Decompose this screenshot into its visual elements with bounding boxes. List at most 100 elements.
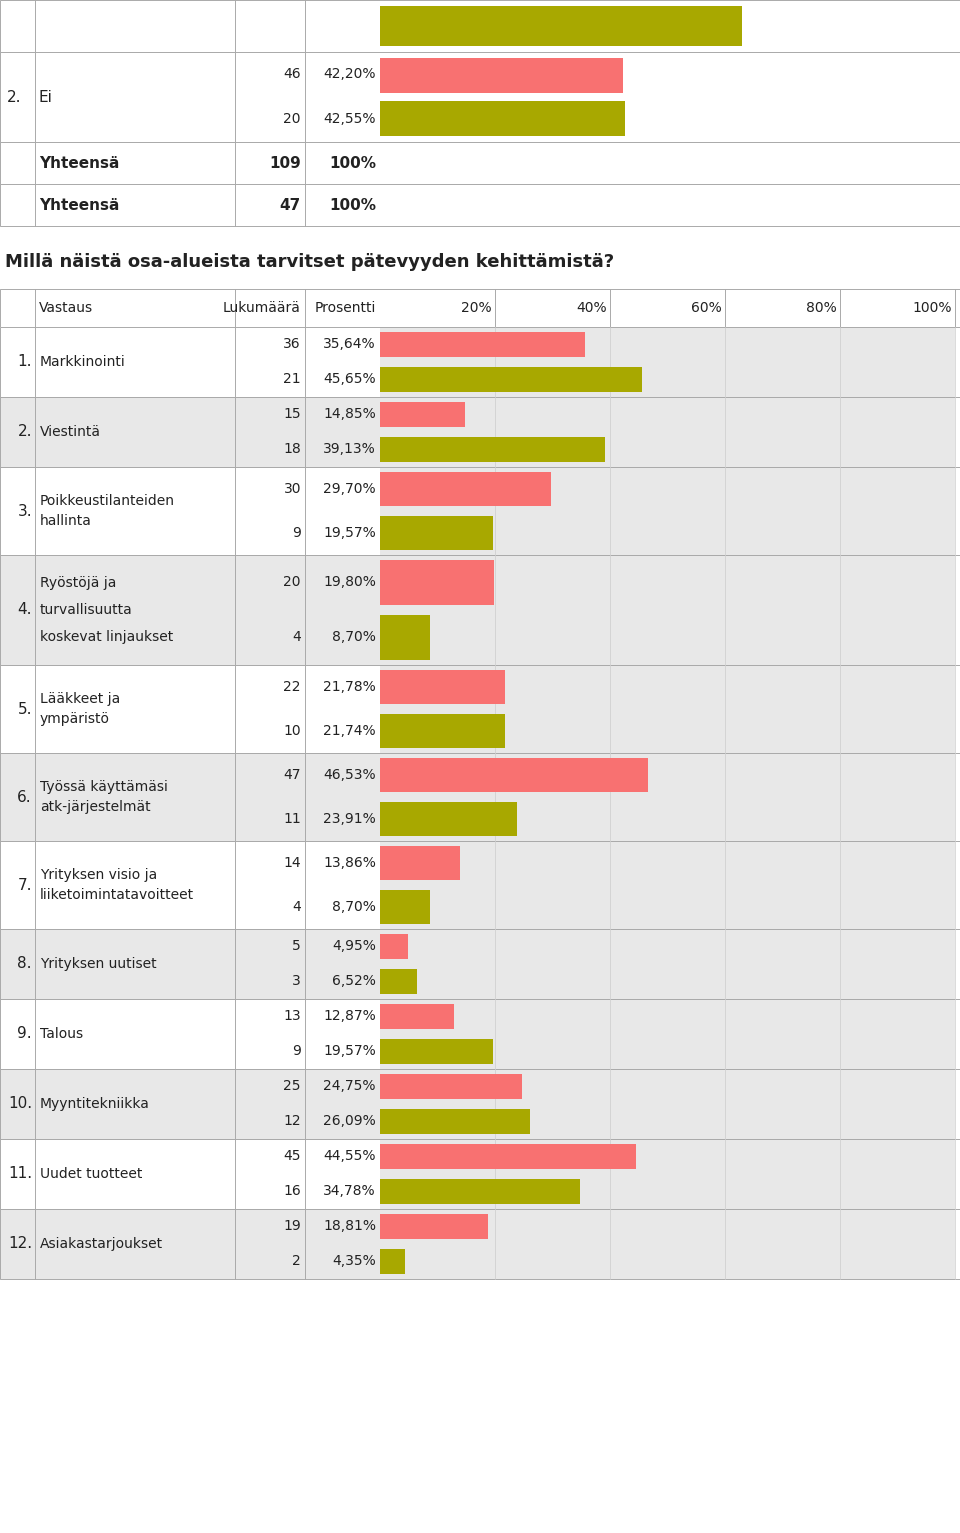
Text: 30: 30 [283, 481, 301, 497]
Text: 8,70%: 8,70% [332, 630, 376, 644]
Bar [380, 1075, 522, 1099]
Text: 1.: 1. [17, 354, 32, 369]
Text: 13: 13 [283, 1009, 301, 1023]
Text: 21: 21 [283, 373, 301, 386]
Bar [0, 929, 960, 1000]
Bar [380, 615, 430, 661]
Text: 45,65%: 45,65% [324, 373, 376, 386]
Bar [0, 1210, 380, 1279]
Text: 20: 20 [283, 575, 301, 589]
Bar [0, 143, 960, 184]
Text: 16: 16 [283, 1183, 301, 1197]
Text: 100%: 100% [913, 300, 952, 314]
Bar [0, 0, 960, 52]
Text: 11.: 11. [8, 1167, 32, 1182]
Bar [0, 1000, 960, 1069]
Text: 8.: 8. [17, 957, 32, 972]
Text: 12.: 12. [8, 1237, 32, 1251]
Bar [0, 52, 960, 143]
Bar [0, 327, 380, 397]
Text: turvallisuutta: turvallisuutta [40, 602, 132, 616]
Text: Talous: Talous [40, 1027, 84, 1041]
Text: 29,70%: 29,70% [324, 481, 376, 497]
Text: 20: 20 [283, 112, 301, 126]
Bar [380, 891, 430, 924]
Bar [380, 555, 955, 665]
Text: 9: 9 [292, 526, 301, 540]
Text: 100%: 100% [329, 198, 376, 213]
Text: 44,55%: 44,55% [324, 1150, 376, 1164]
Text: 25: 25 [283, 1079, 301, 1093]
Text: koskevat linjaukset: koskevat linjaukset [40, 630, 173, 644]
Text: 80%: 80% [806, 300, 837, 314]
Bar [380, 1214, 488, 1239]
Text: 20%: 20% [462, 300, 492, 314]
Text: 34,78%: 34,78% [324, 1183, 376, 1197]
Text: 13,86%: 13,86% [324, 855, 376, 871]
Text: Millä näistä osa-alueista tarvitset pätevyyden kehittämistä?: Millä näistä osa-alueista tarvitset päte… [5, 253, 614, 271]
Text: 15: 15 [283, 406, 301, 422]
Bar [0, 929, 380, 1000]
Bar [0, 1000, 380, 1069]
Text: Prosentti: Prosentti [315, 300, 376, 314]
Bar [380, 437, 605, 461]
Text: 24,75%: 24,75% [324, 1079, 376, 1093]
Text: 10.: 10. [8, 1096, 32, 1111]
Text: 6.: 6. [17, 789, 32, 805]
Bar [380, 397, 955, 468]
Text: Yhteensä: Yhteensä [39, 198, 119, 213]
Text: 18,81%: 18,81% [323, 1219, 376, 1233]
Bar [0, 753, 380, 842]
Bar [380, 517, 492, 550]
Text: 26,09%: 26,09% [324, 1114, 376, 1128]
Text: 14: 14 [283, 855, 301, 871]
Bar [0, 1139, 960, 1210]
Text: 100%: 100% [329, 155, 376, 170]
Bar [380, 560, 493, 606]
Text: 46: 46 [283, 67, 301, 81]
Text: 47: 47 [279, 198, 301, 213]
Bar [380, 6, 742, 46]
Text: Ei: Ei [39, 89, 53, 104]
Text: 3: 3 [292, 973, 301, 987]
Text: 35,64%: 35,64% [324, 337, 376, 351]
Bar [380, 1069, 955, 1139]
Bar [0, 753, 960, 842]
Text: Markkinointi: Markkinointi [40, 356, 126, 369]
Text: 6,52%: 6,52% [332, 973, 376, 987]
Text: 18: 18 [283, 442, 301, 455]
Text: 42,55%: 42,55% [324, 112, 376, 126]
Bar [0, 184, 960, 225]
Text: 4,95%: 4,95% [332, 940, 376, 954]
Text: 10: 10 [283, 724, 301, 737]
Text: 46,53%: 46,53% [324, 768, 376, 782]
Bar [380, 934, 408, 960]
Bar [380, 402, 466, 428]
Text: Uudet tuotteet: Uudet tuotteet [40, 1167, 142, 1180]
Bar [0, 1069, 380, 1139]
Bar [380, 665, 955, 753]
Text: ympäristö: ympäristö [40, 711, 110, 727]
Bar [0, 397, 380, 468]
Text: Poikkeustilanteiden: Poikkeustilanteiden [40, 494, 175, 507]
Bar [380, 1179, 580, 1203]
Bar [380, 753, 955, 842]
Bar [380, 1108, 530, 1134]
Bar [0, 665, 380, 753]
Bar [380, 1144, 636, 1170]
Bar [0, 327, 960, 397]
Text: 21,74%: 21,74% [324, 724, 376, 737]
Text: Yrityksen visio ja: Yrityksen visio ja [40, 868, 157, 881]
Text: Työssä käyttämäsi: Työssä käyttämäsi [40, 780, 168, 794]
Bar [380, 670, 505, 704]
Bar [380, 58, 623, 94]
Bar [0, 290, 960, 327]
Text: 23,91%: 23,91% [324, 812, 376, 826]
Text: 8,70%: 8,70% [332, 900, 376, 914]
Text: Viestintä: Viestintä [40, 425, 101, 438]
Bar [380, 1000, 955, 1069]
Bar [380, 1139, 955, 1210]
Text: 21,78%: 21,78% [324, 681, 376, 694]
Bar [0, 555, 960, 665]
Text: Lääkkeet ja: Lääkkeet ja [40, 691, 120, 707]
